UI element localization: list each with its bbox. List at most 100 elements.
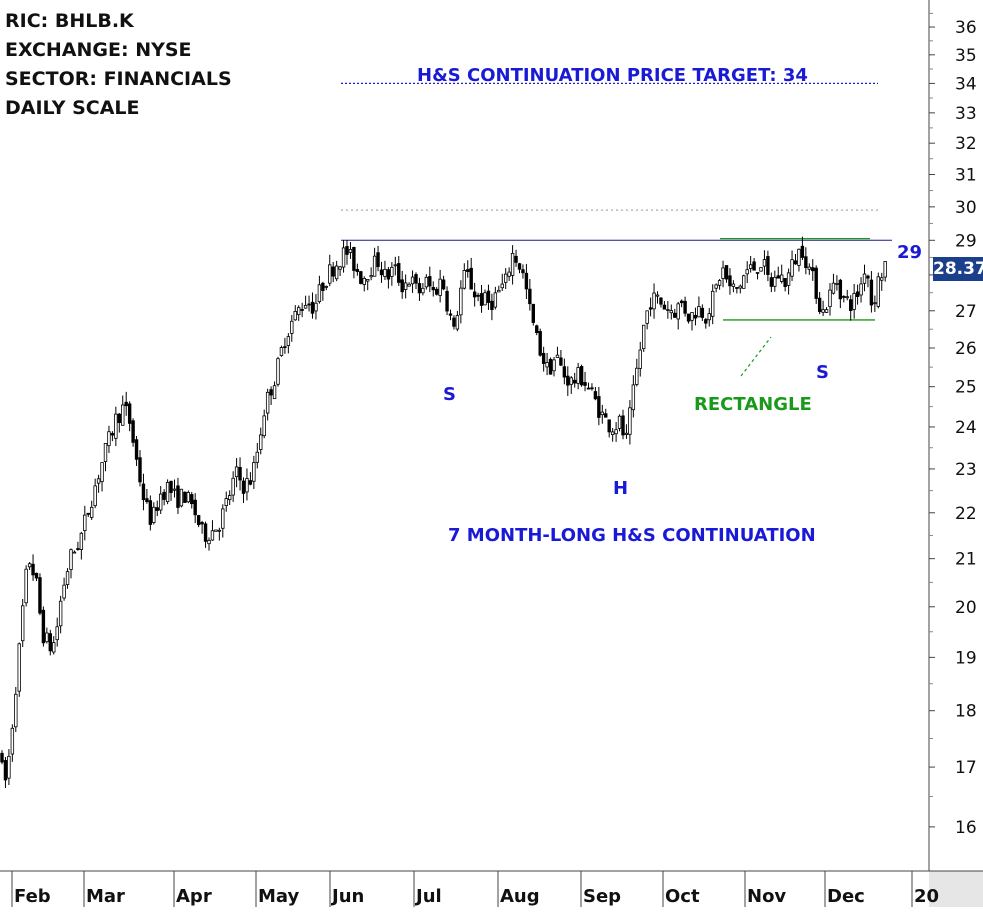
candle-body <box>52 642 56 653</box>
candle-body <box>248 480 253 485</box>
candle-body <box>300 309 304 311</box>
candle-body <box>372 255 377 277</box>
candle-body <box>728 275 732 287</box>
candle-body <box>862 273 867 284</box>
candle-body <box>690 312 694 321</box>
candle-body <box>417 283 422 294</box>
candle-body <box>369 275 373 278</box>
candle-body <box>100 462 104 482</box>
candle-body <box>835 283 839 285</box>
candle-body <box>296 307 301 316</box>
candle-body <box>528 288 532 305</box>
candle-body <box>421 287 425 294</box>
x-tick-label: Feb <box>14 886 51 907</box>
candle-body <box>466 269 470 272</box>
candle-body <box>20 605 25 642</box>
candle-body <box>76 548 80 550</box>
candle-body <box>179 488 184 507</box>
candle-body <box>176 485 180 508</box>
candle-body <box>359 271 363 284</box>
x-tick-label: Jul <box>414 886 442 907</box>
candle-body <box>155 507 159 511</box>
candle-body <box>158 493 163 511</box>
candle-body <box>738 285 742 289</box>
candle-body <box>583 382 587 386</box>
candle-body <box>697 306 701 318</box>
candle-body <box>776 275 780 279</box>
scale-label: DAILY SCALE <box>5 97 140 119</box>
candle-body <box>83 514 87 531</box>
right-shoulder-label: S <box>816 362 829 383</box>
y-tick-label: 31 <box>955 166 977 186</box>
left-shoulder-label: S <box>443 384 456 405</box>
candle-body <box>152 506 156 523</box>
candle-body <box>397 263 401 283</box>
y-tick-label: 20 <box>955 598 977 618</box>
candle-body <box>324 285 328 288</box>
candle-body <box>183 491 187 503</box>
candle-body <box>590 387 594 390</box>
candle-body <box>317 284 322 303</box>
candle-body <box>704 319 708 324</box>
y-tick-label: 17 <box>955 758 977 778</box>
candle-body <box>624 432 629 435</box>
candle-body <box>407 283 411 287</box>
candle-body <box>431 286 435 291</box>
candle-body <box>283 346 287 349</box>
candle-body <box>845 296 849 299</box>
candle-body <box>780 274 784 282</box>
candle-body <box>497 289 501 293</box>
candle-body <box>207 540 211 545</box>
candle-body <box>390 266 394 277</box>
candle-body <box>669 310 673 314</box>
candle-body <box>652 292 656 310</box>
candle-body <box>541 352 546 364</box>
neckline-value-label: 29 <box>897 242 923 263</box>
candle-body <box>245 478 249 493</box>
candle-body <box>134 439 139 460</box>
x-tick-label: Nov <box>747 886 786 907</box>
candle-body <box>31 563 35 576</box>
candle-body <box>307 303 311 306</box>
candle-body <box>828 289 832 308</box>
candle-body <box>110 432 115 436</box>
candle-body <box>638 349 642 369</box>
candle-body <box>265 391 270 414</box>
ric-label: RIC: BHLB.K <box>5 10 134 32</box>
candle-body <box>811 267 815 272</box>
candle-body <box>717 280 722 286</box>
candle-body <box>7 755 11 779</box>
candle-body <box>597 396 601 418</box>
candle-body <box>193 499 197 516</box>
candle-body <box>866 275 870 279</box>
candle-body <box>648 307 653 310</box>
candle-body <box>610 431 615 436</box>
candle-body <box>486 290 491 303</box>
candle-body <box>607 419 611 433</box>
candle-body <box>424 276 429 288</box>
candle-body <box>579 366 584 386</box>
candle-body <box>469 267 473 290</box>
candle-body <box>34 572 39 579</box>
candle-body <box>355 269 360 272</box>
candle-body <box>517 263 522 270</box>
candle-body <box>852 293 856 310</box>
sector-label: SECTOR: FINANCIALS <box>5 68 232 90</box>
candle-body <box>72 551 77 554</box>
candle-body <box>3 760 8 781</box>
candle-body <box>55 626 59 641</box>
candle-body <box>673 312 677 318</box>
candle-body <box>362 278 366 285</box>
candle-body <box>645 310 649 324</box>
candle-body <box>745 269 749 275</box>
candle-body <box>635 367 639 385</box>
candle-body <box>769 277 774 287</box>
candle-body <box>221 508 225 529</box>
candle-body <box>348 249 353 253</box>
candle-body <box>434 288 439 295</box>
candles <box>0 236 887 788</box>
candle-body <box>593 391 598 400</box>
x-axis-ticks: Feb Mar Apr May Jun Jul Aug Sep Oct Nov Dec 20 <box>11 871 939 907</box>
x-tick-label: Dec <box>827 886 865 907</box>
